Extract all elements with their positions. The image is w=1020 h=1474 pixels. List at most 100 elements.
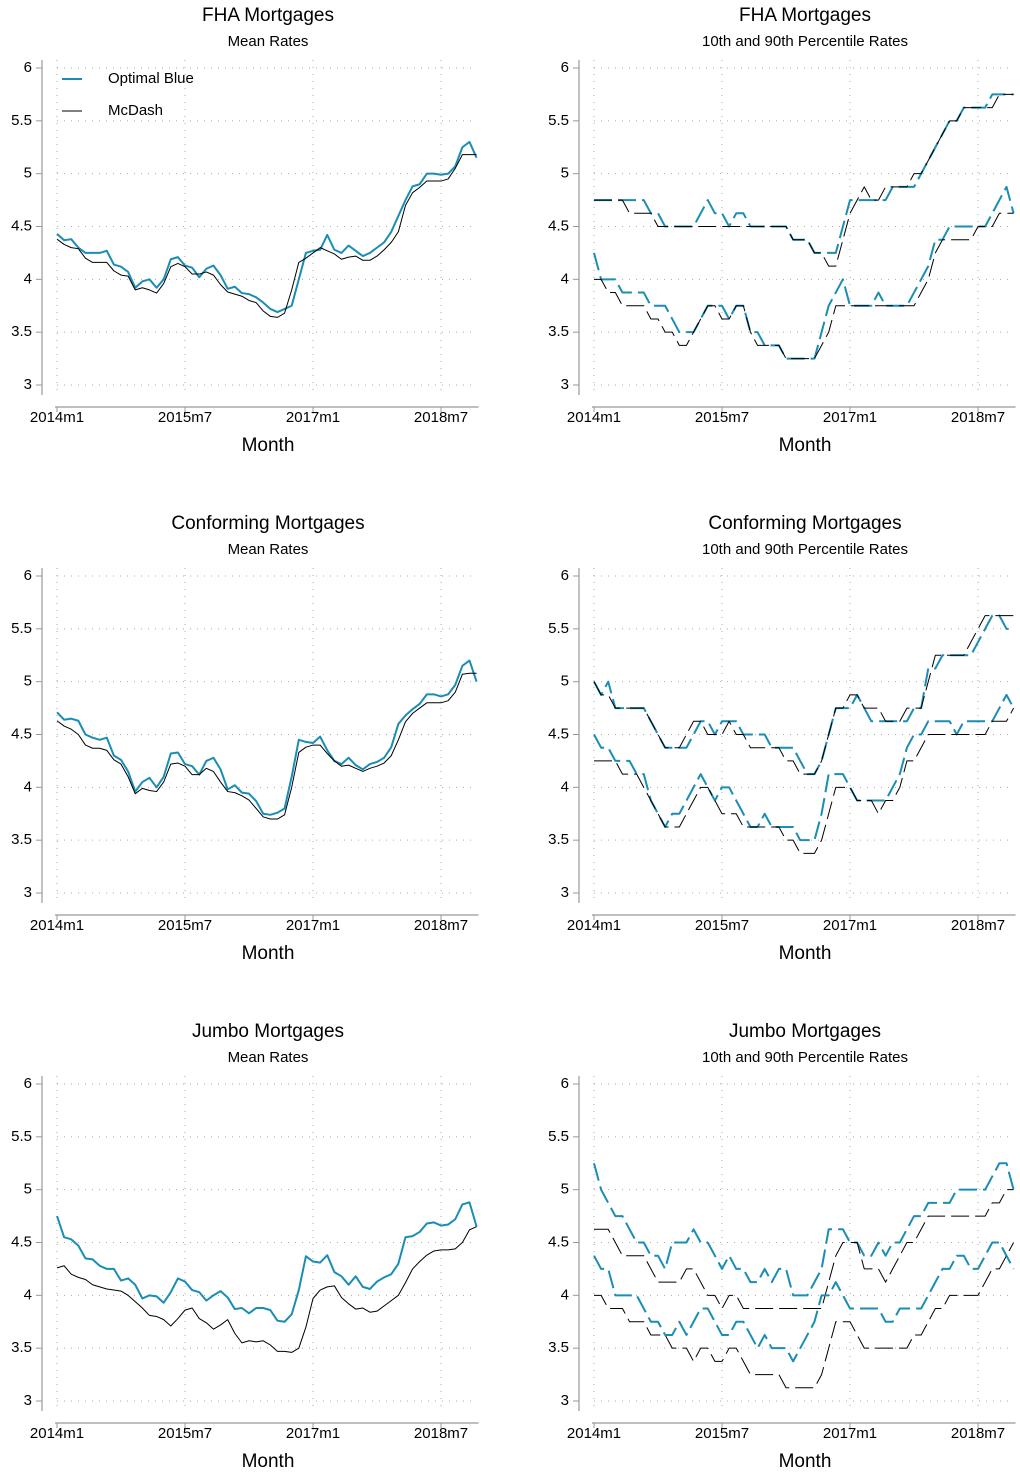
x-axis-label: Month [779, 1451, 832, 1472]
chart-subtitle: Mean Rates [228, 1049, 309, 1066]
y-tick-label: 3.5 [11, 1339, 32, 1356]
chart-subtitle: Mean Rates [228, 33, 309, 50]
y-tick-label: 6 [561, 567, 569, 584]
y-tick-label: 3 [24, 884, 32, 901]
y-tick-label: 4 [24, 1286, 32, 1303]
chart-subtitle: 10th and 90th Percentile Rates [702, 541, 908, 558]
chart-title: Jumbo Mortgages [729, 1021, 881, 1042]
x-tick-label: 2018m7 [951, 409, 1005, 426]
x-tick-label: 2017m1 [823, 409, 877, 426]
y-tick-label: 3 [24, 1392, 32, 1409]
x-tick-label: 2017m1 [286, 409, 340, 426]
x-tick-label: 2015m7 [695, 917, 749, 934]
y-tick-label: 3 [24, 376, 32, 393]
x-tick-label: 2017m1 [823, 1425, 877, 1442]
series-line [56, 1226, 477, 1353]
chart-title: FHA Mortgages [739, 5, 871, 26]
chart-title: Jumbo Mortgages [192, 1021, 344, 1042]
series-line [593, 615, 1014, 775]
series-line [594, 93, 1014, 254]
y-tick-label: 3 [561, 376, 569, 393]
x-tick-label: 2015m7 [695, 409, 749, 426]
series-line [593, 1162, 1015, 1297]
series-line [594, 212, 1014, 360]
series-line [593, 614, 1014, 776]
y-tick-label: 4.5 [548, 725, 569, 742]
y-tick-label: 5 [561, 1181, 569, 1198]
y-tick-label: 5 [24, 165, 32, 182]
y-tick-label: 6 [561, 1075, 569, 1092]
chart-subtitle: Mean Rates [228, 541, 309, 558]
x-axis-label: Month [779, 943, 832, 964]
y-tick-label: 3.5 [548, 323, 569, 340]
x-tick-label: 2014m1 [30, 917, 84, 934]
x-tick-label: 2015m7 [695, 1425, 749, 1442]
x-tick-label: 2014m1 [30, 1425, 84, 1442]
y-tick-label: 3 [561, 1392, 569, 1409]
x-axis-label: Month [242, 943, 295, 964]
y-tick-label: 5.5 [11, 620, 32, 637]
x-tick-label: 2014m1 [567, 409, 621, 426]
series-line [593, 185, 1015, 360]
y-tick-label: 3.5 [11, 831, 32, 848]
y-tick-label: 4 [24, 778, 32, 795]
y-tick-label: 6 [24, 59, 32, 76]
legend-label: McDash [108, 102, 163, 119]
chart-subtitle: 10th and 90th Percentile Rates [702, 33, 908, 50]
x-tick-label: 2014m1 [567, 917, 621, 934]
x-tick-label: 2017m1 [286, 917, 340, 934]
series-line [56, 140, 478, 314]
y-tick-label: 6 [24, 567, 32, 584]
series-line [56, 659, 478, 816]
x-tick-label: 2018m7 [951, 1425, 1005, 1442]
y-tick-label: 4 [561, 270, 569, 287]
x-tick-label: 2015m7 [158, 409, 212, 426]
y-tick-label: 6 [24, 1075, 32, 1092]
series-line [594, 707, 1015, 854]
y-tick-label: 4.5 [11, 1233, 32, 1250]
chart-subtitle: 10th and 90th Percentile Rates [702, 1049, 908, 1066]
chart-title: FHA Mortgages [202, 5, 334, 26]
series-line [594, 1242, 1015, 1389]
y-tick-label: 5.5 [548, 620, 569, 637]
series-line [593, 1241, 1015, 1363]
y-tick-label: 5.5 [11, 112, 32, 129]
y-tick-label: 5 [24, 1181, 32, 1198]
x-tick-label: 2014m1 [30, 409, 84, 426]
y-tick-label: 3.5 [548, 831, 569, 848]
x-axis-label: Month [242, 1451, 295, 1472]
y-tick-label: 4.5 [548, 1233, 569, 1250]
y-tick-label: 4.5 [11, 725, 32, 742]
legend-label: Optimal Blue [108, 70, 194, 87]
y-tick-label: 5.5 [548, 112, 569, 129]
y-tick-label: 5 [561, 673, 569, 690]
y-tick-label: 5.5 [548, 1128, 569, 1145]
x-tick-label: 2015m7 [158, 917, 212, 934]
y-tick-label: 4 [561, 778, 569, 795]
y-tick-label: 3.5 [11, 323, 32, 340]
y-tick-label: 4.5 [11, 217, 32, 234]
x-tick-label: 2014m1 [567, 1425, 621, 1442]
series-line [56, 672, 477, 820]
series-line [56, 1201, 478, 1323]
y-tick-label: 5 [24, 673, 32, 690]
x-tick-label: 2017m1 [286, 1425, 340, 1442]
x-tick-label: 2018m7 [414, 409, 468, 426]
y-tick-label: 5 [561, 165, 569, 182]
series-line [56, 154, 477, 318]
y-tick-label: 3.5 [548, 1339, 569, 1356]
x-tick-label: 2018m7 [414, 917, 468, 934]
y-tick-label: 4.5 [548, 217, 569, 234]
y-tick-label: 5.5 [11, 1128, 32, 1145]
x-tick-label: 2015m7 [158, 1425, 212, 1442]
x-tick-label: 2018m7 [951, 917, 1005, 934]
chart-title: Conforming Mortgages [708, 513, 901, 534]
y-tick-label: 4 [24, 270, 32, 287]
y-tick-label: 6 [561, 59, 569, 76]
series-line [594, 1189, 1014, 1310]
x-tick-label: 2018m7 [414, 1425, 468, 1442]
x-tick-label: 2017m1 [823, 917, 877, 934]
x-axis-label: Month [779, 435, 832, 456]
x-axis-label: Month [242, 435, 295, 456]
